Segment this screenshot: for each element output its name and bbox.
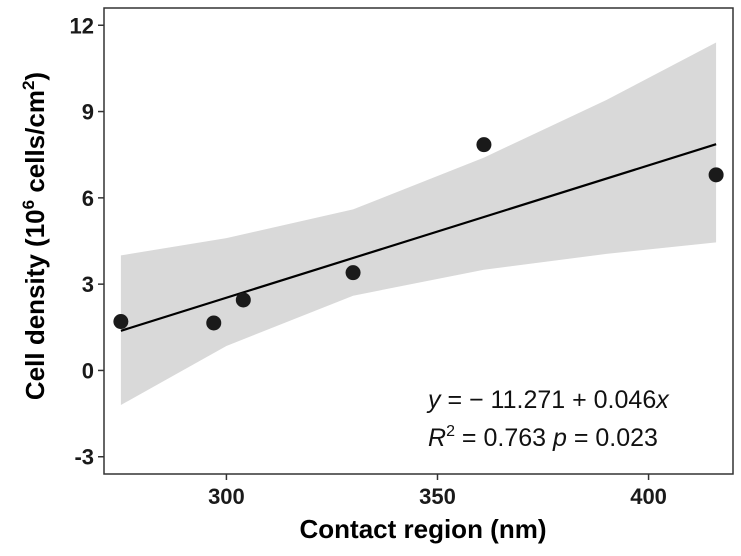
x-tick-label: 300	[208, 484, 245, 509]
x-axis: 300 350 400	[208, 474, 667, 509]
y-axis: -3 0 3 6 9 12	[70, 13, 104, 470]
y-axis-title: Cell density (106 cells/cm2)	[19, 72, 50, 400]
fit-line-layer	[120, 143, 717, 332]
y-axis-title-end: )	[20, 72, 50, 81]
y-axis-title-exp2: 2	[19, 81, 38, 90]
y-tick-label: 9	[82, 100, 94, 125]
x-axis-title: Contact region (nm)	[300, 514, 547, 544]
y-tick-label: 6	[82, 186, 94, 211]
x-tick-label: 350	[419, 484, 456, 509]
y-tick-label: 0	[82, 358, 94, 383]
confidence-band	[120, 42, 717, 405]
data-points	[113, 137, 724, 331]
plot-frame	[103, 7, 734, 475]
y-axis-title-exp1: 6	[19, 200, 38, 209]
data-point-6	[708, 167, 724, 183]
y-tick-label: -3	[74, 445, 94, 470]
data-point-2	[206, 315, 222, 331]
data-point-4	[345, 265, 361, 281]
stats-annotation: R2 = 0.763 p = 0.023	[428, 423, 658, 452]
x-tick-label: 400	[630, 484, 667, 509]
confidence-band-layer	[120, 42, 717, 405]
data-point-3	[235, 292, 251, 308]
data-point-5	[476, 137, 492, 153]
y-tick-label: 12	[70, 13, 94, 38]
equation-annotation: y = − 11.271 + 0.046x	[426, 386, 670, 414]
y-tick-label: 3	[82, 272, 94, 297]
y-axis-title-mid: cells/cm	[20, 90, 50, 200]
y-axis-title-main: Cell density (10	[20, 209, 50, 400]
data-point-1	[113, 314, 129, 330]
regression-line	[120, 143, 717, 332]
